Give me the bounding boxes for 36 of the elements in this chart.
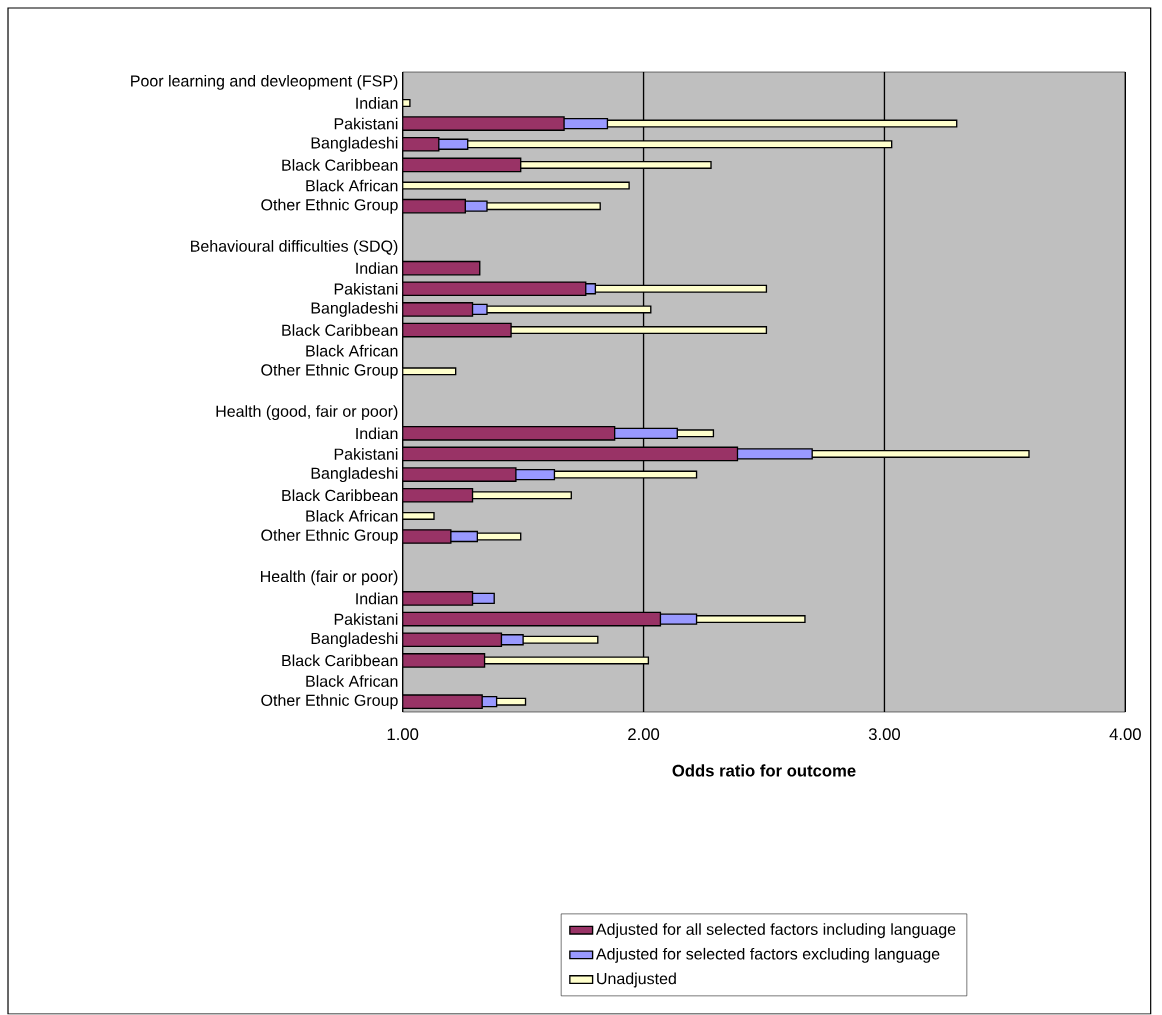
y-tick-label: Bangladeshi xyxy=(311,467,398,483)
y-tick-label: Other Ethnic Group xyxy=(261,198,398,214)
y-tick-label: Health (good, fair or poor) xyxy=(216,405,398,421)
x-axis-title: Odds ratio for outcome xyxy=(672,764,856,777)
x-tick-label: 2.00 xyxy=(628,728,660,741)
y-tick-label: Indian xyxy=(356,427,398,440)
y-tick-label: Indian xyxy=(356,592,398,605)
y-tick-label: Black Caribbean xyxy=(282,489,398,502)
y-tick-label: Pakistani xyxy=(334,117,398,130)
y-tick-label: Bangladeshi xyxy=(311,302,398,318)
y-tick-label: Pakistani xyxy=(334,283,398,295)
y-tick-label: Black African xyxy=(306,510,398,522)
y-tick-label: Bangladeshi xyxy=(311,137,398,152)
y-tick-label: Other Ethnic Group xyxy=(261,529,398,545)
y-tick-label: Health (fair or poor) xyxy=(261,570,398,586)
y-tick-label: Other Ethnic Group xyxy=(261,364,398,380)
x-tick-label: 1.00 xyxy=(387,728,419,741)
y-tick-label: Other Ethnic Group xyxy=(261,694,398,710)
y-tick-label: Bangladeshi xyxy=(311,632,398,648)
y-tick-label: Black Caribbean xyxy=(282,324,398,337)
legend-label: Adjusted for selected factors excluding language xyxy=(595,948,940,963)
y-tick-label: Poor learning and devleopment (FSP) xyxy=(131,75,398,90)
x-tick-label: 4.00 xyxy=(1109,728,1141,741)
y-tick-label: Behavioural difficulties (SDQ) xyxy=(191,240,398,256)
x-tick-label: 3.00 xyxy=(868,728,901,741)
y-tick-label: Black Caribbean xyxy=(282,654,398,667)
y-tick-label: Black Caribbean xyxy=(282,159,398,171)
y-tick-label: Black African xyxy=(306,179,398,192)
legend-label: Adjusted for all selected factors including language xyxy=(595,923,956,939)
y-tick-label: Indian xyxy=(356,262,398,275)
y-tick-label: Black African xyxy=(306,345,398,357)
y-tick-label: Indian xyxy=(356,97,398,110)
legend-label: Unadjusted xyxy=(597,972,676,988)
y-tick-label: Pakistani xyxy=(334,613,398,626)
y-tick-label: Pakistani xyxy=(334,448,398,461)
y-tick-label: Black African xyxy=(306,675,398,688)
